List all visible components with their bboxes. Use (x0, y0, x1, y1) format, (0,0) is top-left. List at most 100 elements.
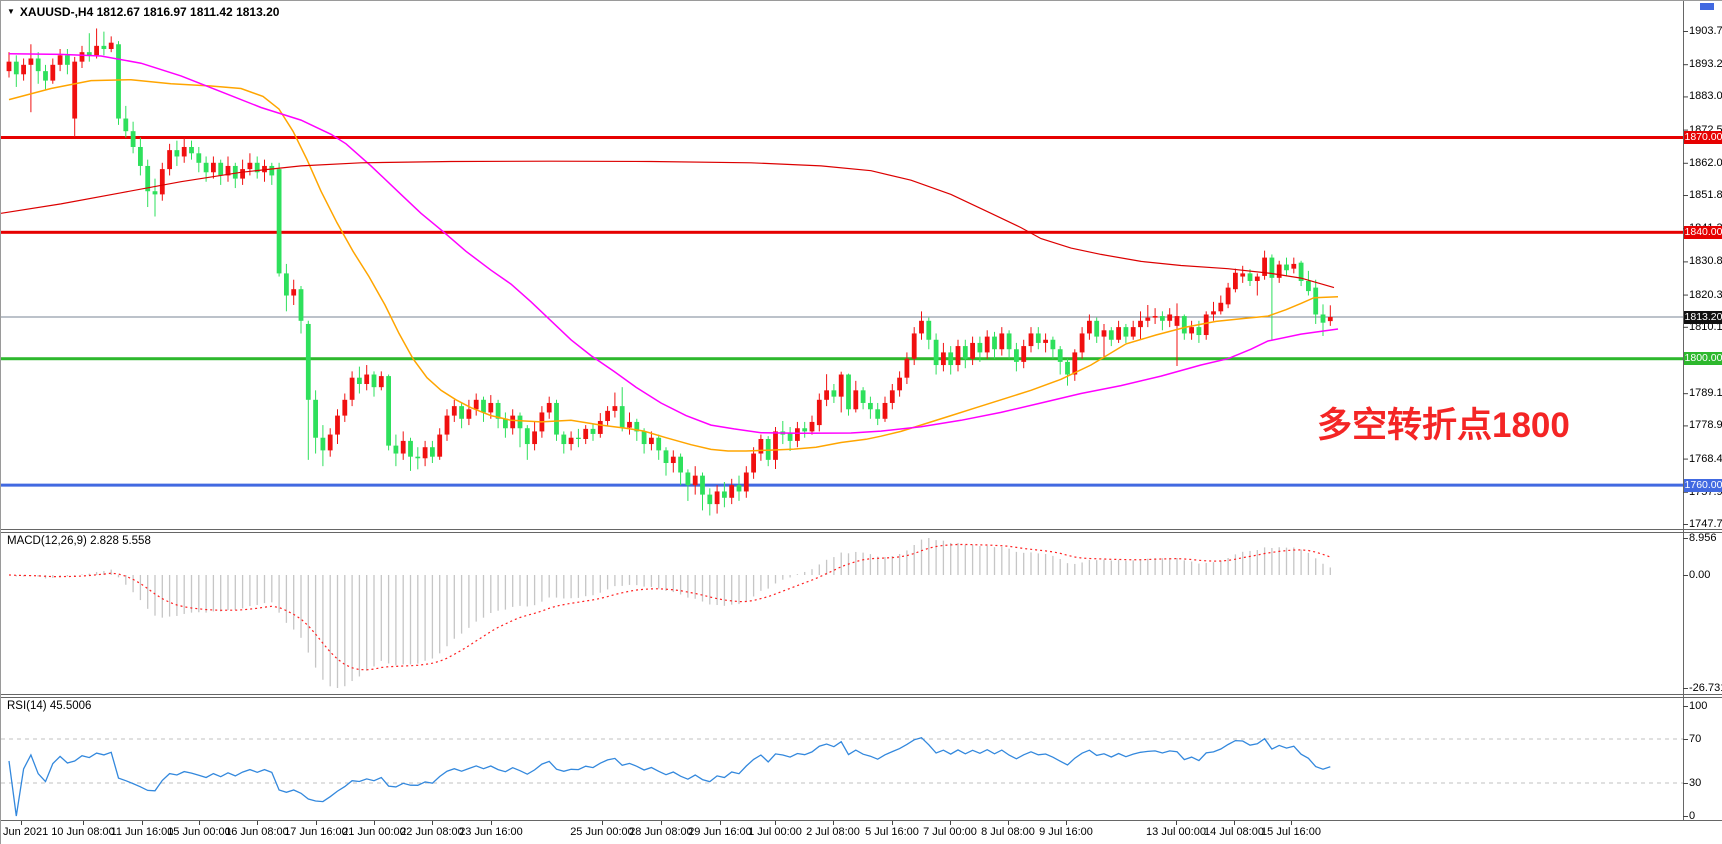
candle-body (999, 333, 1005, 350)
time-tick-label: 8 Jul 08:00 (981, 826, 1035, 838)
current-price-badge: 1813.20 (1684, 310, 1722, 324)
candle-body (1160, 316, 1165, 321)
candle-body (583, 428, 589, 439)
candle-body (722, 491, 727, 498)
candle-body (313, 399, 318, 438)
candle-body (503, 418, 508, 429)
candle-body (269, 165, 275, 176)
price-tick-label: 1883.00 (1689, 90, 1722, 103)
macd-tick-label: 0.00 (1689, 569, 1711, 581)
candle-body (94, 45, 99, 56)
level-line-1760.00 (1, 483, 1683, 487)
rsi-tick-label: 0 (1689, 810, 1696, 822)
candle-body (101, 45, 107, 50)
candle-body (451, 406, 457, 416)
candle-body (641, 431, 647, 445)
candle-body (335, 415, 340, 435)
candle-body (108, 42, 114, 50)
candle-body (546, 402, 552, 413)
time-tick-label: 17 Jun 16:00 (284, 826, 348, 838)
candle-body (889, 390, 895, 403)
candle-body (868, 402, 873, 410)
candle-body (955, 346, 961, 366)
candle-body (43, 71, 48, 81)
macd-tick-label: -26.731 (1689, 682, 1722, 694)
candle-body (649, 437, 654, 445)
price-tick-label: 1768.40 (1689, 452, 1722, 465)
rsi-line (8, 736, 1331, 817)
candle-body (211, 162, 216, 173)
rsi-panel-layer (1, 736, 1683, 817)
candle-body (1145, 317, 1151, 321)
candle-body (422, 447, 428, 459)
candle-body (57, 55, 63, 65)
time-tick-label: 16 Jun 08:00 (225, 826, 289, 838)
time-tick-label: 10 Jun 08:00 (51, 826, 115, 838)
time-tick-label: 7 Jul 00:00 (923, 826, 977, 838)
candle-body (977, 342, 983, 353)
level-line-1870.00 (1, 136, 1683, 140)
candle-body (554, 402, 559, 435)
macd-values: 2.828 5.558 (90, 535, 151, 547)
candle-body (838, 374, 844, 397)
candle-body (941, 352, 946, 366)
candle-body (481, 399, 486, 413)
candle-body (203, 162, 209, 173)
candle-body (729, 485, 735, 498)
candle-body (1313, 287, 1319, 315)
candle-body (911, 333, 917, 359)
candle-body (1218, 302, 1224, 312)
candle-body (663, 450, 669, 464)
rsi-indicator-label: RSI(14) 45.5006 (7, 700, 91, 712)
candle-body (305, 323, 311, 400)
price-tick-label: 1830.80 (1689, 255, 1722, 268)
candle-body (692, 475, 698, 486)
macd-panel-layer (8, 538, 1331, 688)
symbol-dropdown-icon[interactable]: ▼ (7, 7, 15, 16)
candle-body (298, 289, 304, 321)
level-badge-1840.00: 1840.00 (1684, 225, 1722, 239)
candle-body (342, 399, 348, 416)
candle-body (751, 453, 756, 473)
candle-body (357, 377, 362, 385)
price-tick-label: 1810.10 (1689, 320, 1722, 333)
candle-body (276, 169, 282, 274)
candle-body (795, 428, 800, 441)
price-tick-label: 1903.70 (1689, 25, 1722, 37)
rsi-value: 45.5006 (49, 700, 92, 712)
candle-body (568, 437, 574, 445)
candle-body (1116, 327, 1121, 340)
rsi-label: RSI(14) (7, 700, 47, 712)
candle-body (685, 472, 691, 486)
candle-body (459, 406, 464, 419)
candle-body (1167, 314, 1173, 321)
candle-body (400, 440, 406, 454)
candle-body (561, 434, 567, 445)
candle-body (612, 406, 618, 411)
candle-body (437, 434, 443, 457)
candle-body (189, 146, 194, 154)
chart-title: XAUUSD-,H4 1812.67 1816.97 1811.42 1813.… (19, 5, 280, 19)
chart-title-bar: ▼ XAUUSD-,H4 1812.67 1816.97 1811.42 1813… (7, 5, 279, 19)
rsi-tick-label: 100 (1689, 700, 1708, 712)
candle-body (1174, 316, 1180, 326)
candle-body (1087, 320, 1092, 334)
candle-body (1065, 361, 1070, 375)
candle-body (371, 374, 377, 388)
ma-slow-red-line (1, 160, 1335, 289)
candle-body (824, 390, 829, 400)
text-annotation: 多空转折点1800 (1317, 406, 1570, 445)
candle-body (1108, 330, 1114, 340)
candle-body (926, 320, 932, 340)
candle-body (984, 336, 990, 353)
level-badge-1760.00: 1760.00 (1684, 478, 1722, 492)
candle-body (860, 390, 866, 403)
level-badge-1800.00: 1800.00 (1684, 352, 1722, 366)
candle-body (196, 153, 202, 163)
candle-body (787, 432, 793, 441)
candle-body (240, 169, 245, 179)
candle-body (167, 150, 172, 170)
candle-body (13, 61, 19, 75)
